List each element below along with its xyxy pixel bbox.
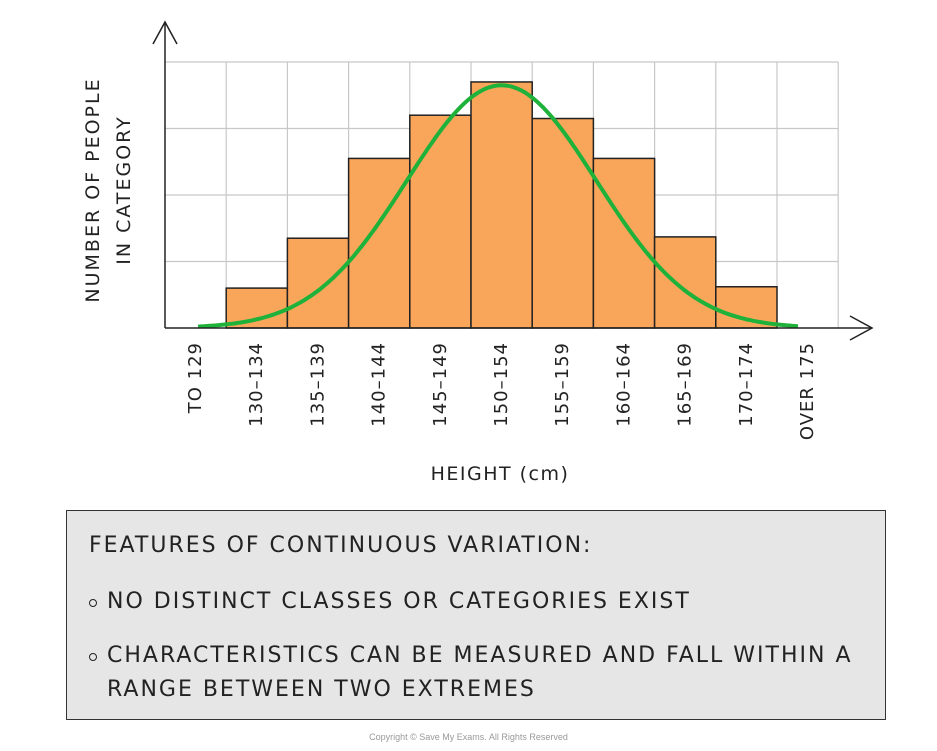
bar bbox=[347, 157, 411, 329]
x-tick-label: 160–164 bbox=[613, 342, 634, 427]
x-axis-label: HEIGHT (cm) bbox=[431, 463, 570, 485]
bar bbox=[286, 237, 350, 329]
x-axis-arrow bbox=[849, 315, 874, 341]
bar bbox=[409, 114, 472, 329]
x-tick-label: 135–139 bbox=[307, 342, 328, 427]
x-tick-label: 130–134 bbox=[246, 342, 267, 427]
x-tick-label: 150–154 bbox=[491, 342, 512, 427]
normal-distribution-curve bbox=[197, 83, 799, 329]
y-axis-label-line-1: NUMBER OF PEOPLE bbox=[82, 77, 104, 302]
x-tick-label: 140–144 bbox=[369, 342, 390, 427]
bar bbox=[592, 157, 656, 329]
x-tick-label: OVER 175 bbox=[797, 342, 818, 440]
bar bbox=[470, 81, 533, 329]
bar bbox=[531, 117, 595, 329]
x-tick-label: 170–174 bbox=[736, 342, 757, 427]
features-box: FEATURES OF CONTINUOUS VARIATION: NO DIS… bbox=[66, 510, 886, 720]
bullet-icon bbox=[89, 653, 97, 661]
x-tick-labels: TO 129 130–134 135–139 140–144 145–149 150–15… bbox=[185, 342, 818, 440]
y-axis-arrow bbox=[152, 20, 178, 45]
bar bbox=[653, 236, 717, 329]
x-tick-label: TO 129 bbox=[185, 342, 206, 414]
features-list: NO DISTINCT CLASSES OR CATEGORIES EXIST … bbox=[89, 585, 879, 727]
feature-text: NO DISTINCT CLASSES OR CATEGORIES EXIST bbox=[107, 589, 691, 614]
x-tick-label: 145–149 bbox=[430, 342, 451, 427]
bullet-icon bbox=[89, 599, 97, 607]
x-tick-label: 155–159 bbox=[552, 342, 573, 427]
feature-item: CHARACTERISTICS CAN BE MEASURED AND FALL… bbox=[89, 639, 879, 707]
copyright-text: Copyright © Save My Exams. All Rights Re… bbox=[369, 732, 568, 742]
y-axis-label-line-2: IN CATEGORY bbox=[113, 115, 135, 265]
feature-item: NO DISTINCT CLASSES OR CATEGORIES EXIST bbox=[89, 585, 879, 619]
features-title: FEATURES OF CONTINUOUS VARIATION: bbox=[89, 533, 593, 558]
bars bbox=[225, 81, 778, 329]
histogram-chart: TO 129 130–134 135–139 140–144 145–149 150–15… bbox=[82, 20, 874, 485]
axes bbox=[152, 20, 874, 341]
x-tick-label: 165–169 bbox=[675, 342, 696, 427]
feature-text: CHARACTERISTICS CAN BE MEASURED AND FALL… bbox=[107, 643, 853, 702]
